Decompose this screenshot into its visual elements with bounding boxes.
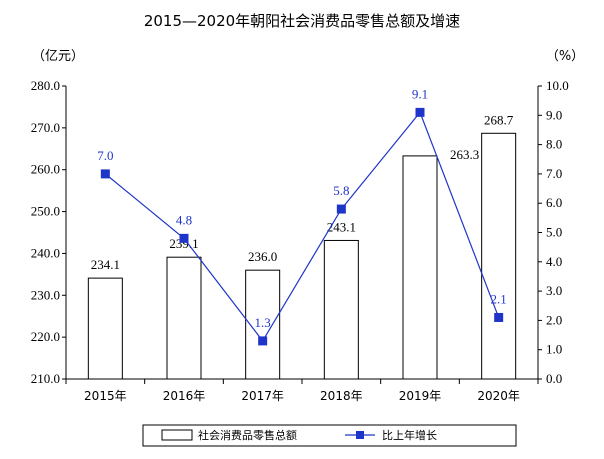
right-axis-tick-label: 10.0 xyxy=(546,78,569,93)
right-axis-tick-label: 7.0 xyxy=(546,166,562,181)
bar-data-label: 243.1 xyxy=(327,219,356,234)
left-axis-unit: （亿元） xyxy=(32,49,84,64)
growth-line: 7.0 4.8 1.3 5.8 9.1 2.1 xyxy=(97,86,507,346)
left-axis-tick-label: 280.0 xyxy=(31,78,60,93)
x-axis-tick-label: 2018年 xyxy=(320,389,363,403)
growth-point xyxy=(336,204,346,214)
growth-point xyxy=(100,169,110,179)
right-axis-tick-label: 8.0 xyxy=(546,137,562,152)
bar xyxy=(166,256,202,380)
growth-point xyxy=(258,336,268,346)
growth-data-label: 5.8 xyxy=(333,183,349,198)
right-axis-tick-label: 9.0 xyxy=(546,107,562,122)
left-axis-tick-label: 230.0 xyxy=(31,287,60,302)
growth-point xyxy=(494,312,504,322)
left-axis-tick-label: 270.0 xyxy=(31,120,60,135)
right-axis-unit: （%） xyxy=(546,49,584,64)
legend-box xyxy=(142,424,517,447)
x-axis-tick-label: 2016年 xyxy=(163,389,206,403)
axes: 210.0 220.0 230.0 240.0 250.0 260.0 270.0 280.0… xyxy=(31,78,569,403)
bar-data-label: 234.1 xyxy=(91,257,120,272)
x-axis-tick-label: 2015年 xyxy=(84,389,127,403)
right-axis-tick-label: 1.0 xyxy=(546,342,562,357)
bar-data-label: 263.3 xyxy=(450,147,479,162)
growth-data-label: 1.3 xyxy=(255,315,271,330)
x-axis-tick-label: 2017年 xyxy=(241,389,284,403)
bar-data-label: 268.7 xyxy=(484,112,514,127)
x-axis-tick-label: 2019年 xyxy=(399,389,442,403)
bar xyxy=(245,269,281,380)
right-axis-tick-label: 6.0 xyxy=(546,195,562,210)
growth-data-label: 2.1 xyxy=(491,291,507,306)
growth-line-path xyxy=(104,111,500,342)
chart-title: 2015—2020年朝阳社会消费品零售总额及增速 xyxy=(144,12,460,30)
growth-point xyxy=(179,233,189,243)
right-axis-tick-label: 3.0 xyxy=(546,283,562,298)
right-axis-tick-label: 5.0 xyxy=(546,225,562,240)
left-axis-tick-label: 240.0 xyxy=(31,245,60,260)
right-axis-tick-label: 2.0 xyxy=(546,312,562,327)
growth-data-label: 7.0 xyxy=(97,148,113,163)
bar xyxy=(87,277,123,380)
legend: 社会消费品零售总额 比上年增长 xyxy=(142,424,517,447)
left-axis-tick-label: 260.0 xyxy=(31,162,60,177)
legend-bar-label: 社会消费品零售总额 xyxy=(198,428,297,442)
bar xyxy=(323,239,359,380)
growth-point xyxy=(415,107,425,117)
x-axis-tick-label: 2020年 xyxy=(477,389,520,403)
bar-data-label: 236.0 xyxy=(248,249,277,264)
growth-data-label: 4.8 xyxy=(176,212,192,227)
bar xyxy=(402,155,438,380)
growth-data-label: 9.1 xyxy=(412,86,428,101)
bar xyxy=(481,132,517,380)
legend-line-label: 比上年增长 xyxy=(382,428,437,442)
legend-line-marker xyxy=(356,431,364,439)
right-axis-tick-label: 0.0 xyxy=(546,371,562,386)
left-axis-tick-label: 210.0 xyxy=(31,371,60,386)
right-axis-tick-label: 4.0 xyxy=(546,254,562,269)
left-axis-tick-label: 250.0 xyxy=(31,204,60,219)
legend-bar-swatch xyxy=(161,429,193,441)
left-axis-tick-label: 220.0 xyxy=(31,329,60,344)
